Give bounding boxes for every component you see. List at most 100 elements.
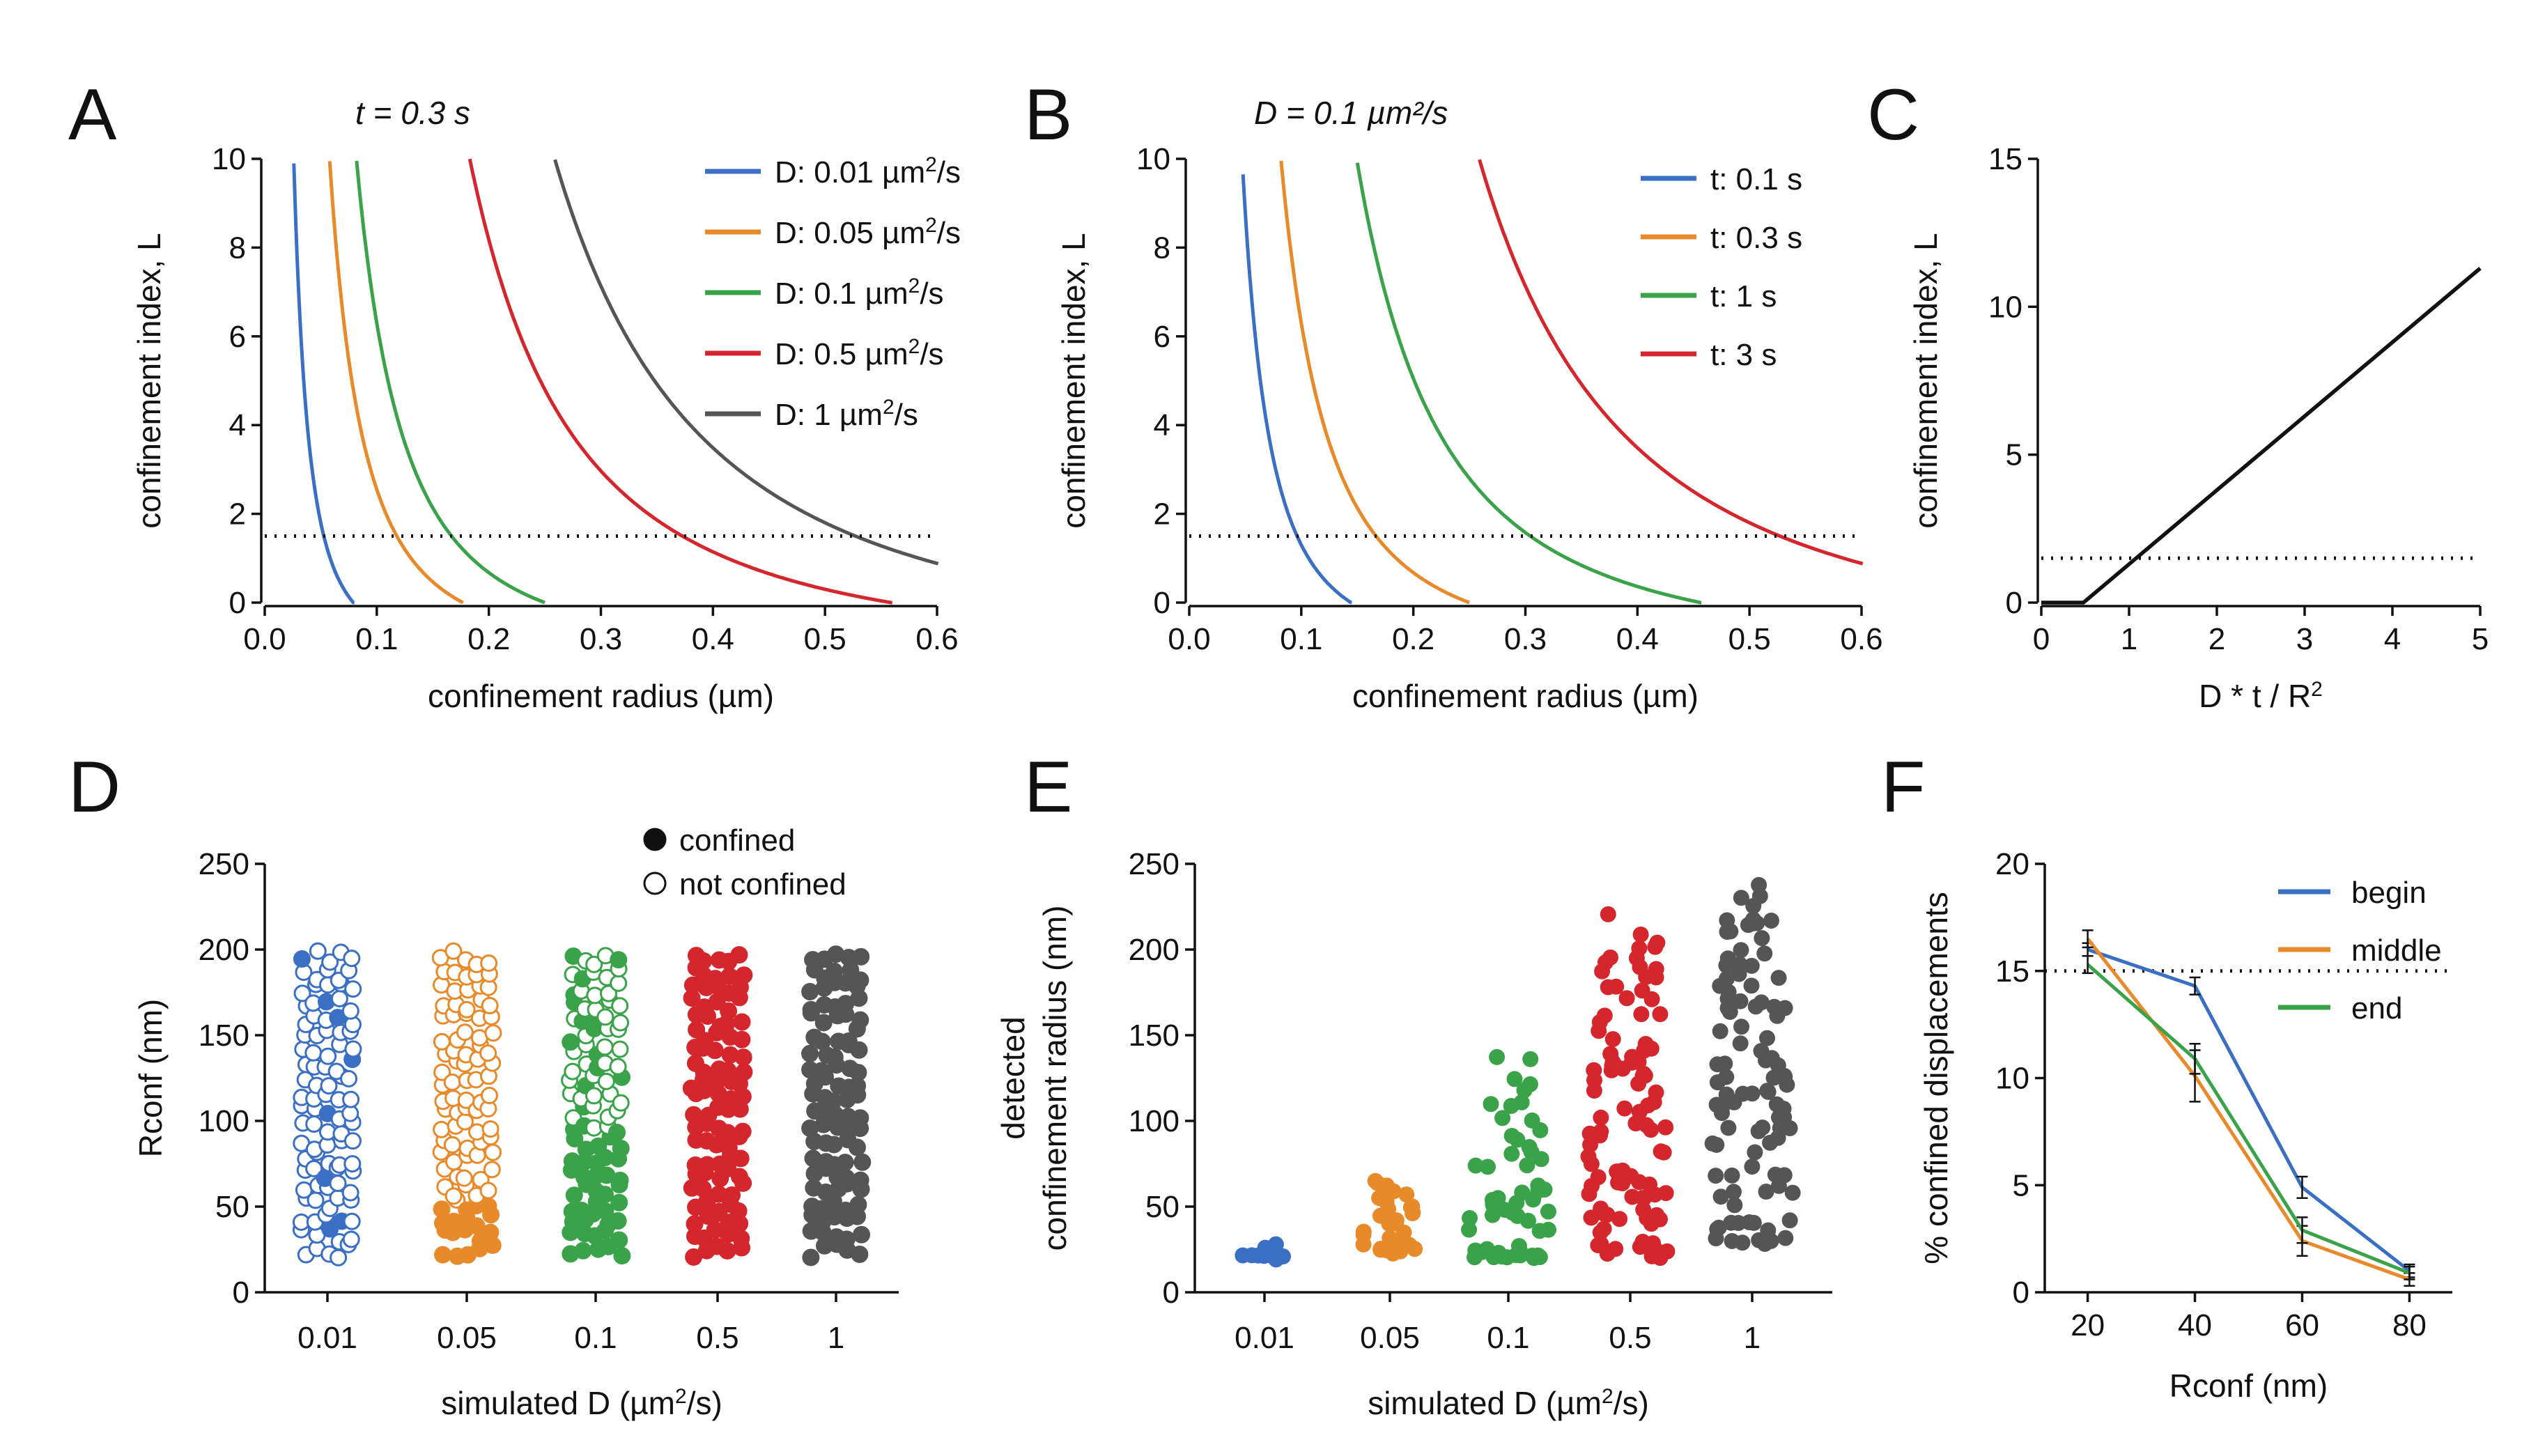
panel-e-point: [1759, 1030, 1776, 1046]
panel-e-point: [1777, 1230, 1794, 1246]
panel-a-x-tick-label: 0.1: [355, 622, 398, 656]
panel-e-point: [1731, 956, 1748, 973]
panel-d-point: [596, 1202, 614, 1221]
panel-d-point: [825, 962, 843, 980]
panel-f-legend-label-middle: middle: [2351, 934, 2442, 968]
panel-e-point: [1724, 1167, 1740, 1184]
panel-b-legend-label-1: t: 0.1 s: [1710, 162, 1802, 196]
panel-d-point: [585, 1087, 603, 1105]
panel-d-legend-label-2: not confined: [679, 867, 846, 901]
panel-e-point: [1781, 1120, 1798, 1136]
panel-e-x-tick-label: 0.05: [1360, 1321, 1420, 1355]
panel-d-point: [851, 1109, 869, 1127]
panel-label-f: F: [1881, 747, 1926, 828]
panel-b-legend-label-2: t: 0.3 s: [1710, 221, 1802, 255]
panel-a-annotation: t = 0.3 s: [355, 95, 470, 131]
panel-f-y-tick-label: 0: [2013, 1276, 2029, 1310]
panel-d-point: [309, 942, 327, 960]
panel-f-chart: 0 5 10 15 20 20 40 60 80 Rconf (nm) % confined dis…: [1918, 847, 2452, 1404]
panel-e-point: [1522, 1076, 1538, 1092]
panel-d-point: [610, 1193, 628, 1211]
panel-e-point: [1744, 1085, 1761, 1102]
panel-d-point: [444, 942, 463, 960]
panel-e-point: [1618, 990, 1635, 1007]
panel-label-c: C: [1867, 75, 1919, 155]
panel-e-point: [1767, 1166, 1784, 1183]
panel-d-point: [433, 1120, 451, 1138]
panel-e-y-tick-label: 250: [1129, 847, 1179, 881]
panel-d-point: [849, 1195, 867, 1214]
panel-e-point: [1462, 1210, 1478, 1227]
panel-e-y-axis-title-1: detected: [995, 1016, 1031, 1139]
panel-e-point: [1740, 917, 1756, 934]
panel-d-point: [729, 1202, 748, 1220]
panel-d-point: [433, 1200, 451, 1218]
panel-e-point: [1479, 1159, 1496, 1175]
panel-d-point: [611, 997, 629, 1015]
panel-a-y-tick-label: 6: [229, 320, 246, 354]
panel-d-point: [343, 1155, 362, 1173]
panel-f-y-tick-label: 20: [1995, 847, 2029, 881]
panel-d-point: [853, 1153, 872, 1171]
panel-e-point: [1540, 1221, 1556, 1238]
panel-a-y-tick-label: 10: [212, 142, 246, 176]
panel-e-point: [1600, 906, 1616, 922]
panel-e-point: [1634, 1189, 1651, 1206]
panel-e-point: [1733, 890, 1749, 906]
panel-e-point: [1713, 1105, 1730, 1122]
panel-a-y-axis-title: confinement index, L: [131, 233, 167, 529]
panel-e-point: [1371, 1190, 1388, 1207]
panel-e-point: [1385, 1245, 1402, 1262]
panel-c-y-axis-title: confinement index, L: [1908, 233, 1944, 529]
panel-c-x-tick-label: 0: [2033, 622, 2050, 656]
panel-e-point: [1611, 1211, 1628, 1227]
panel-d-point: [484, 1143, 502, 1161]
panel-e-point: [1741, 1214, 1758, 1231]
panel-d-point: [479, 1044, 497, 1062]
panel-e-point: [1367, 1172, 1384, 1189]
panel-b-y-tick-label: 10: [1136, 142, 1170, 176]
panel-d-point: [734, 1122, 752, 1140]
panel-e-y-tick-label: 100: [1129, 1104, 1179, 1138]
panel-f-legend-label-end: end: [2351, 991, 2402, 1025]
panel-d-point: [735, 966, 753, 984]
panel-d-point: [696, 1032, 714, 1050]
panel-b-x-axis-title: confinement radius (µm): [1352, 678, 1699, 714]
panel-d-point: [293, 950, 311, 968]
panel-e-point: [1593, 1109, 1609, 1126]
panel-e-point: [1637, 1035, 1654, 1052]
panel-e-point: [1709, 1221, 1726, 1237]
panel-e-point: [1581, 1125, 1598, 1142]
panel-e-point: [1506, 1071, 1523, 1087]
panel-d-point: [320, 1077, 338, 1095]
panel-f-legend-label-begin: begin: [2351, 876, 2427, 910]
panel-a-legend-label-5: D: 1 µm2/s: [775, 396, 918, 433]
panel-d-point: [609, 1211, 627, 1230]
panel-b-y-tick-label: 0: [1154, 586, 1170, 620]
panel-e-point: [1708, 1168, 1724, 1184]
panel-e-point: [1494, 1110, 1511, 1126]
panel-e-y-tick-label: 200: [1129, 933, 1179, 967]
panel-b-legend-label-4: t: 3 s: [1710, 338, 1777, 372]
panel-d-point: [851, 971, 869, 989]
panel-c-x-tick-label: 3: [2296, 622, 2313, 656]
panel-d-y-tick-label: 100: [199, 1104, 249, 1138]
panel-e-y-tick-label: 50: [1145, 1190, 1179, 1224]
panel-e-point: [1596, 1007, 1613, 1024]
panel-f-y-tick-label: 15: [1995, 954, 2029, 989]
panel-e-point: [1591, 1023, 1607, 1039]
panel-e-point: [1510, 1238, 1527, 1255]
panel-e-point: [1747, 998, 1764, 1015]
panel-d-point: [849, 1064, 867, 1082]
panel-e-point: [1784, 1184, 1801, 1201]
panel-e-point: [1580, 1148, 1597, 1165]
panel-a-x-tick-label: 0.5: [804, 622, 846, 656]
panel-e-point: [1762, 1134, 1779, 1151]
panel-e-point: [1724, 1232, 1740, 1249]
panel-b-y-tick-label: 8: [1154, 231, 1170, 265]
panel-b-x-tick-label: 0.6: [1840, 622, 1882, 656]
panel-e-point: [1632, 926, 1649, 943]
panel-a-curve-5: [553, 159, 939, 566]
panel-d-point: [719, 1062, 737, 1080]
panel-e-point: [1743, 977, 1760, 994]
